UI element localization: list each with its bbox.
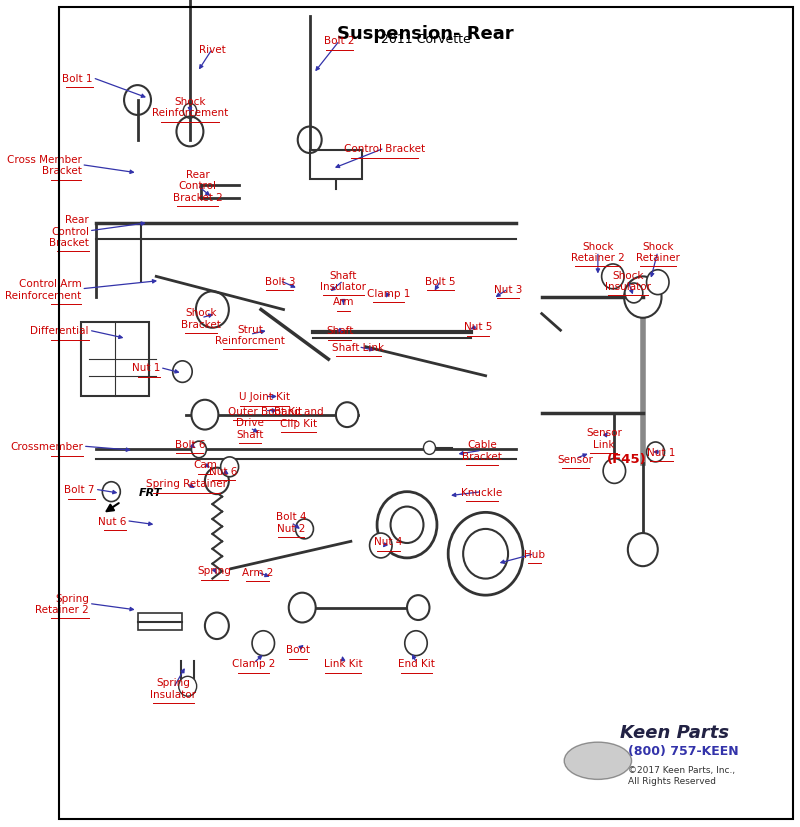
Bar bbox=[310, 151, 362, 179]
Text: Spring: Spring bbox=[198, 566, 231, 576]
Text: Rear
Control
Bracket: Rear Control Bracket bbox=[49, 215, 89, 248]
Text: Strut
Reinforcment: Strut Reinforcment bbox=[215, 324, 285, 346]
Text: Nut 4: Nut 4 bbox=[374, 537, 402, 547]
Text: Shock
Retainer 2: Shock Retainer 2 bbox=[571, 241, 625, 263]
Text: Control Bracket: Control Bracket bbox=[344, 144, 425, 154]
Circle shape bbox=[205, 613, 229, 639]
Text: Clamp 1: Clamp 1 bbox=[366, 289, 410, 299]
Text: U Joint Kit: U Joint Kit bbox=[239, 392, 290, 402]
Text: Hub: Hub bbox=[524, 549, 545, 559]
Text: Shaft Link: Shaft Link bbox=[332, 342, 385, 352]
Text: Bolt 7: Bolt 7 bbox=[64, 485, 95, 495]
Text: Nut 1: Nut 1 bbox=[647, 447, 676, 457]
Text: Arm 2: Arm 2 bbox=[242, 567, 273, 577]
Text: Outer Boot Kit: Outer Boot Kit bbox=[228, 406, 302, 416]
Text: Differential: Differential bbox=[30, 326, 89, 336]
Text: FRT: FRT bbox=[139, 488, 162, 498]
Text: Cable
Bracket: Cable Bracket bbox=[462, 440, 502, 461]
Ellipse shape bbox=[564, 743, 631, 779]
Text: Spring
Insulator: Spring Insulator bbox=[150, 677, 197, 699]
Text: Spring
Retainer 2: Spring Retainer 2 bbox=[35, 593, 89, 614]
Text: ©2017 Keen Parts, Inc.,
All Rights Reserved: ©2017 Keen Parts, Inc., All Rights Reser… bbox=[628, 765, 735, 785]
Circle shape bbox=[405, 631, 427, 656]
Text: Rear
Control
Bracket 2: Rear Control Bracket 2 bbox=[173, 170, 222, 203]
Text: Shaft
Insulator: Shaft Insulator bbox=[320, 270, 366, 292]
Text: Crossmember: Crossmember bbox=[10, 442, 83, 452]
Bar bbox=[138, 614, 182, 630]
Circle shape bbox=[646, 270, 669, 295]
Text: Knuckle: Knuckle bbox=[462, 487, 502, 497]
Text: End Kit: End Kit bbox=[398, 658, 435, 668]
Circle shape bbox=[221, 457, 238, 477]
Text: Shock
Retainer: Shock Retainer bbox=[636, 241, 680, 263]
Text: Bolt 6: Bolt 6 bbox=[174, 439, 205, 449]
Text: Nut 1: Nut 1 bbox=[132, 363, 160, 373]
Circle shape bbox=[370, 533, 392, 558]
Circle shape bbox=[289, 593, 316, 623]
Text: Nut 3: Nut 3 bbox=[494, 284, 522, 294]
Circle shape bbox=[178, 676, 197, 696]
Text: Spring Retainer: Spring Retainer bbox=[146, 479, 226, 489]
Circle shape bbox=[407, 595, 430, 620]
Circle shape bbox=[390, 507, 423, 543]
Text: Shaft: Shaft bbox=[326, 326, 354, 336]
Text: Band and
Clip Kit: Band and Clip Kit bbox=[274, 407, 323, 428]
Text: Shock
Reinforcement: Shock Reinforcement bbox=[152, 97, 228, 118]
Text: Keen Parts: Keen Parts bbox=[620, 723, 730, 741]
Circle shape bbox=[336, 403, 358, 428]
Text: (800) 757-KEEN: (800) 757-KEEN bbox=[628, 744, 738, 758]
Text: Sensor
Link: Sensor Link bbox=[586, 428, 622, 449]
Circle shape bbox=[252, 631, 274, 656]
Circle shape bbox=[377, 492, 437, 558]
Text: Suspension- Rear: Suspension- Rear bbox=[338, 25, 514, 43]
Text: Arm: Arm bbox=[333, 297, 354, 307]
Text: Bolt 1: Bolt 1 bbox=[62, 74, 93, 84]
Text: Rivet: Rivet bbox=[199, 45, 226, 55]
Text: 2011 Corvette: 2011 Corvette bbox=[381, 33, 470, 46]
Text: Clamp 2: Clamp 2 bbox=[232, 658, 275, 668]
Text: Cam: Cam bbox=[193, 460, 217, 470]
Bar bbox=[82, 323, 149, 397]
Circle shape bbox=[602, 265, 624, 289]
Text: Cross Member
Bracket: Cross Member Bracket bbox=[6, 155, 82, 176]
Circle shape bbox=[625, 284, 643, 304]
Text: (F45): (F45) bbox=[606, 452, 646, 466]
Circle shape bbox=[173, 361, 192, 383]
Text: Shock
Bracket: Shock Bracket bbox=[182, 308, 221, 329]
Circle shape bbox=[628, 533, 658, 566]
Circle shape bbox=[295, 519, 314, 539]
Text: Nut 5: Nut 5 bbox=[464, 322, 492, 332]
Text: Bolt 4
Nut 2: Bolt 4 Nut 2 bbox=[276, 512, 306, 533]
Text: Bolt 3: Bolt 3 bbox=[265, 276, 295, 286]
Circle shape bbox=[463, 529, 508, 579]
Circle shape bbox=[603, 459, 626, 484]
Text: Nut 6: Nut 6 bbox=[210, 466, 238, 476]
Text: Shock
Insulator: Shock Insulator bbox=[605, 270, 651, 292]
Text: Sensor: Sensor bbox=[558, 454, 594, 464]
Circle shape bbox=[646, 442, 665, 462]
Circle shape bbox=[191, 400, 218, 430]
Circle shape bbox=[191, 442, 206, 458]
Text: Bolt 2: Bolt 2 bbox=[324, 36, 355, 46]
Circle shape bbox=[102, 482, 120, 502]
Text: Bolt 5: Bolt 5 bbox=[426, 276, 456, 286]
Text: Drive
Shaft: Drive Shaft bbox=[236, 418, 264, 439]
Circle shape bbox=[624, 277, 662, 318]
Text: Control Arm
Reinforcement: Control Arm Reinforcement bbox=[5, 279, 82, 300]
Circle shape bbox=[205, 468, 229, 495]
Circle shape bbox=[448, 513, 523, 595]
Circle shape bbox=[423, 442, 435, 455]
Text: Link Kit: Link Kit bbox=[324, 658, 362, 668]
Text: Boot: Boot bbox=[286, 644, 310, 654]
Text: Nut 6: Nut 6 bbox=[98, 516, 126, 526]
